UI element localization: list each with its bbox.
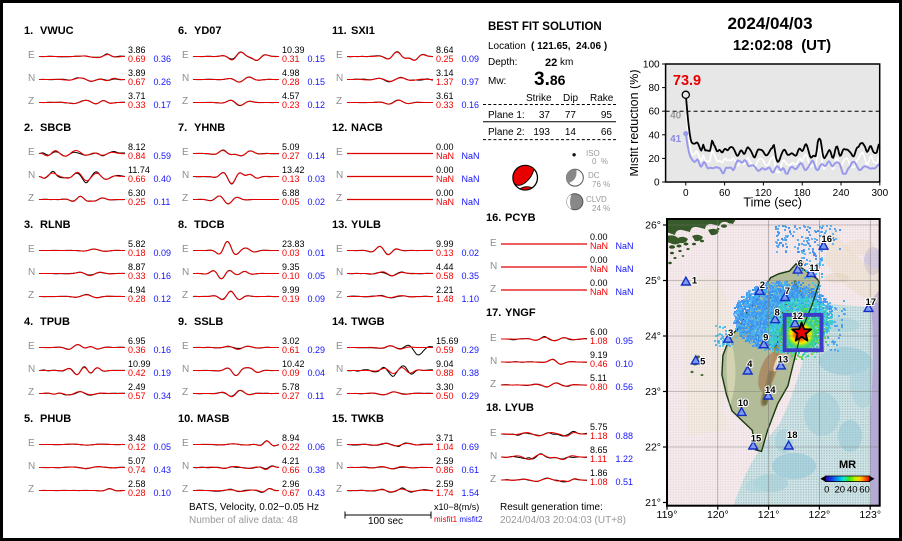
svg-text:26°: 26°	[645, 220, 661, 232]
svg-text:22°: 22°	[645, 442, 661, 454]
svg-text:0: 0	[654, 178, 660, 189]
svg-text:60: 60	[648, 107, 660, 118]
svg-text:60: 60	[859, 485, 870, 496]
svg-text:20: 20	[835, 485, 846, 496]
svg-text:41: 41	[670, 134, 682, 145]
svg-text:300: 300	[871, 188, 888, 199]
svg-text:6: 6	[798, 259, 803, 270]
svg-text:119°: 119°	[657, 509, 678, 521]
svg-text:120°: 120°	[707, 509, 729, 521]
svg-text:100: 100	[643, 60, 660, 71]
svg-text:20: 20	[648, 154, 660, 165]
svg-text:40: 40	[648, 130, 660, 141]
svg-text:10: 10	[738, 398, 749, 409]
svg-text:12: 12	[792, 311, 803, 322]
svg-text:1: 1	[692, 275, 698, 286]
svg-text:123°: 123°	[859, 509, 881, 521]
svg-text:8: 8	[774, 308, 779, 319]
svg-text:14: 14	[765, 385, 776, 396]
svg-text:0: 0	[824, 485, 829, 496]
svg-text:120: 120	[755, 188, 772, 199]
svg-text:MR: MR	[839, 459, 856, 471]
svg-text:40: 40	[847, 485, 858, 496]
svg-text:3: 3	[728, 328, 733, 339]
svg-text:9: 9	[763, 332, 768, 343]
svg-text:122°: 122°	[809, 509, 831, 521]
svg-text:11: 11	[809, 263, 820, 274]
svg-text:15: 15	[751, 433, 762, 444]
svg-text:7: 7	[785, 286, 790, 297]
svg-text:24°: 24°	[645, 331, 661, 343]
svg-text:0: 0	[683, 188, 689, 199]
svg-text:25°: 25°	[645, 275, 661, 287]
svg-text:121°: 121°	[758, 509, 780, 521]
svg-text:4: 4	[747, 359, 753, 370]
svg-text:13: 13	[778, 354, 789, 365]
svg-text:2: 2	[760, 280, 765, 291]
svg-text:Misfit reduction (%): Misfit reduction (%)	[630, 70, 641, 177]
svg-text:180: 180	[794, 188, 811, 199]
svg-text:5: 5	[700, 356, 706, 367]
svg-text:240: 240	[833, 188, 850, 199]
svg-text:73.9: 73.9	[673, 73, 701, 89]
svg-text:40: 40	[670, 110, 682, 121]
svg-text:60: 60	[719, 188, 731, 199]
svg-text:23°: 23°	[645, 386, 661, 398]
svg-text:16: 16	[821, 234, 832, 245]
svg-text:17: 17	[866, 297, 877, 308]
svg-text:21°: 21°	[645, 497, 661, 509]
svg-text:18: 18	[787, 430, 798, 441]
svg-text:80: 80	[648, 83, 660, 94]
svg-text:Time (sec): Time (sec)	[743, 196, 802, 210]
